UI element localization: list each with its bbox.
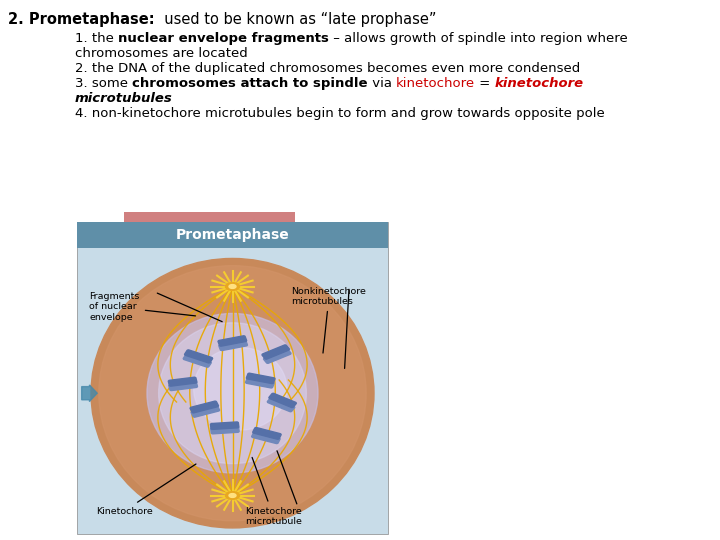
FancyBboxPatch shape: [184, 350, 212, 363]
Ellipse shape: [229, 285, 236, 288]
Text: 4. non-kinetochore microtubules begin to form and grow towards opposite pole: 4. non-kinetochore microtubules begin to…: [75, 107, 605, 120]
FancyBboxPatch shape: [191, 406, 220, 417]
FancyBboxPatch shape: [190, 401, 218, 413]
Text: 2. the DNA of the duplicated chromosomes becomes even more condensed: 2. the DNA of the duplicated chromosomes…: [75, 62, 580, 75]
Text: Kinetochore: Kinetochore: [96, 464, 196, 516]
Ellipse shape: [194, 348, 287, 430]
Text: =: =: [475, 77, 495, 90]
Ellipse shape: [158, 323, 307, 464]
FancyBboxPatch shape: [218, 336, 247, 346]
Text: 2. Prometaphase:: 2. Prometaphase:: [8, 12, 155, 27]
FancyBboxPatch shape: [246, 373, 275, 383]
Text: microtubules: microtubules: [75, 92, 173, 105]
Ellipse shape: [229, 494, 236, 497]
FancyBboxPatch shape: [210, 422, 239, 429]
Text: via: via: [368, 77, 396, 90]
FancyBboxPatch shape: [184, 354, 211, 367]
Ellipse shape: [225, 282, 240, 291]
FancyBboxPatch shape: [169, 382, 197, 390]
FancyBboxPatch shape: [264, 349, 291, 363]
Ellipse shape: [91, 259, 374, 528]
FancyBboxPatch shape: [269, 393, 297, 408]
Text: nuclear envelope fragments: nuclear envelope fragments: [118, 32, 329, 45]
Text: chromosomes attach to spindle: chromosomes attach to spindle: [132, 77, 368, 90]
FancyBboxPatch shape: [267, 397, 294, 411]
FancyBboxPatch shape: [246, 377, 274, 388]
Bar: [124, 212, 294, 222]
FancyBboxPatch shape: [262, 345, 289, 359]
Text: kinetochore: kinetochore: [495, 77, 584, 90]
Text: Fragments
of nuclear
envelope: Fragments of nuclear envelope: [89, 292, 196, 322]
FancyBboxPatch shape: [211, 427, 239, 434]
Text: used to be known as “late prophase”: used to be known as “late prophase”: [155, 12, 436, 27]
FancyBboxPatch shape: [168, 377, 197, 386]
Text: 3. some: 3. some: [75, 77, 132, 90]
FancyBboxPatch shape: [253, 428, 281, 439]
Bar: [77, 222, 388, 534]
Ellipse shape: [99, 266, 366, 521]
Text: chromosomes are located: chromosomes are located: [75, 47, 248, 60]
Ellipse shape: [147, 313, 318, 473]
Bar: [77, 222, 388, 248]
Text: 1. the: 1. the: [75, 32, 118, 45]
Ellipse shape: [225, 491, 240, 500]
Text: kinetochore: kinetochore: [396, 77, 475, 90]
Text: – allows growth of spindle into region where: – allows growth of spindle into region w…: [329, 32, 628, 45]
FancyArrow shape: [81, 385, 97, 401]
FancyBboxPatch shape: [252, 432, 280, 443]
FancyBboxPatch shape: [219, 340, 248, 350]
Text: Nonkinetochore
microtubules: Nonkinetochore microtubules: [292, 287, 366, 353]
Text: Kinetochore
microtubule: Kinetochore microtubule: [245, 457, 302, 526]
Text: Prometaphase: Prometaphase: [176, 228, 289, 242]
